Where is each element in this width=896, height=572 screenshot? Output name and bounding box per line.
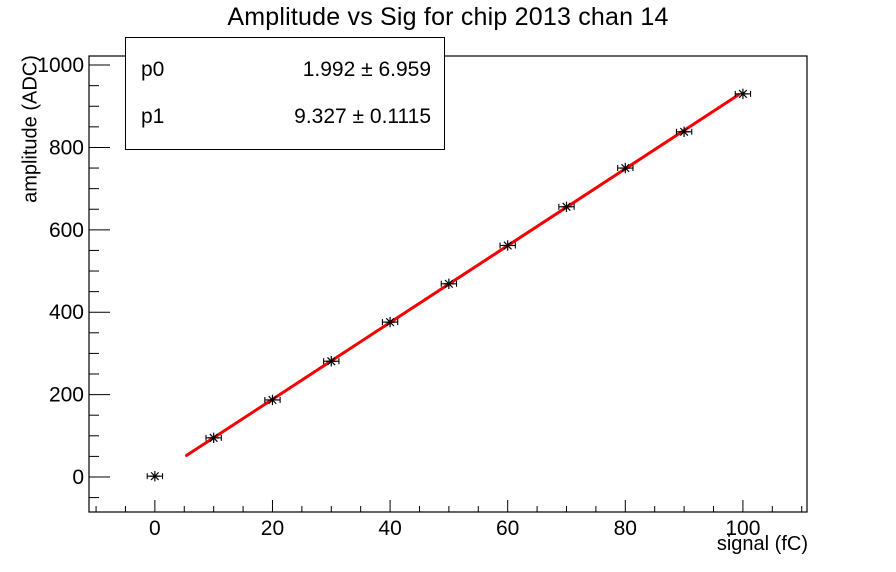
y-tick-label: 800 [49,136,84,159]
data-point-marker [738,89,748,99]
x-tick-label: 100 [725,517,760,540]
x-axis-title: signal (fC) [716,533,808,555]
x-tick-label: 40 [378,517,401,540]
y-tick-label: 0 [72,466,84,489]
y-axis-title: amplitude (ADC) [19,55,42,203]
x-tick-label: 20 [261,517,284,540]
y-tick-label: 200 [49,384,84,407]
page-title: Amplitude vs Sig for chip 2013 chan 14 [227,3,669,31]
x-tick-label: 0 [149,517,161,540]
data-point-marker [268,395,277,405]
stats-row-p0: p0 1.992 ± 6.959 [126,58,444,82]
data-point-marker [385,317,395,327]
data-point-marker [209,433,218,443]
data-point-marker [621,163,630,173]
y-tick-label: 1000 [37,54,84,77]
stats-box: p0 1.992 ± 6.959 p1 9.327 ± 0.1115 [125,37,445,150]
data-point-marker [150,471,160,481]
plot-frame [88,55,808,513]
x-tick-label: 80 [614,517,637,540]
param-value: 1.992 ± 6.959 [302,57,431,81]
y-tick-label: 400 [49,301,84,324]
x-tick-label: 60 [496,517,519,540]
stats-row-p1: p1 9.327 ± 0.1115 [126,105,444,129]
data-point-marker [679,127,689,137]
param-name: p0 [141,57,165,81]
param-name: p1 [141,105,165,129]
data-point-marker [327,357,336,366]
fit-line [185,93,740,457]
data-point-marker [444,279,454,289]
data-point-marker [562,202,571,211]
y-tick-label: 600 [49,219,84,242]
data-point-marker [503,241,512,250]
param-value: 9.327 ± 0.1115 [294,105,431,129]
